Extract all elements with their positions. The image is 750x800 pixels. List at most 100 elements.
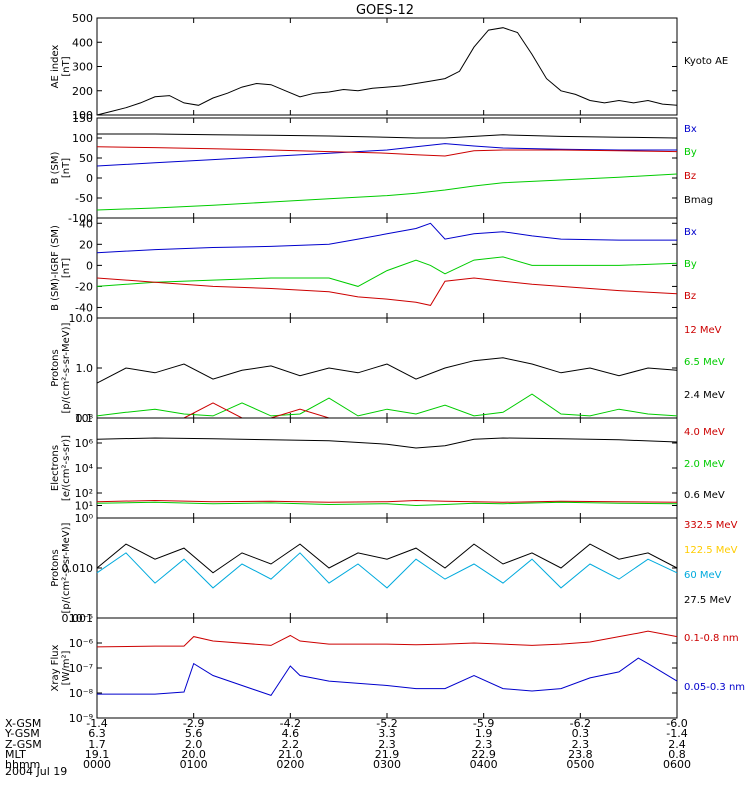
y-axis-label: [p/(cm²-s-sr-MeV)] [61, 522, 72, 613]
ytick-label: 50 [79, 152, 93, 165]
ytick-label: 0.001 [62, 612, 94, 625]
panel-7: 10⁻⁹ 10⁻⁸ 10⁻⁷ 10⁻⁶ 10⁻⁵ Xray Flux [W/m²] 0.1-0… [50, 612, 745, 725]
y-axis-label: [nT] [61, 56, 72, 76]
ytick-label: 10.0 [69, 312, 94, 325]
legend-entry: 27.5 MeV [684, 595, 731, 606]
ytick-label: 200 [72, 85, 93, 98]
panel-4: 0.1 1.0 10.0 Protons [p/(cm²-s-sr-MeV)] 12 Me… [50, 312, 725, 425]
panel-frame [96, 217, 678, 319]
series-line [96, 437, 678, 449]
ytick-label: -40 [75, 301, 93, 314]
ytick-label: 0.1 [76, 412, 94, 425]
ytick-label: 150 [72, 112, 93, 125]
ephemeris-table: X-GSM -1.4 -2.9 -4.2 -5.2 -5.9 -6.2 -6.0 Y-GSM 6.… [4, 717, 691, 771]
panel-frame [96, 617, 678, 719]
ytick-label: 10⁻⁸ [69, 687, 94, 700]
series-line [96, 501, 678, 507]
series-line [96, 256, 678, 287]
ephemeris-value: -1.4 [86, 717, 107, 730]
series-line [96, 173, 678, 211]
series-line [96, 146, 678, 157]
legend-entry: Bz [684, 291, 696, 302]
y-axis-label: [nT] [61, 258, 72, 278]
figure-title: GOES-12 [356, 3, 414, 18]
ephemeris-value: -1.4 [666, 727, 687, 740]
ephemeris-value: -4.2 [280, 717, 301, 730]
ephemeris-value: 0200 [276, 758, 304, 771]
date-label: 2004 Jul 19 [5, 765, 67, 778]
y-axis-label: [nT] [61, 158, 72, 178]
series-line [96, 277, 678, 306]
y-axis-label: B (SM) [50, 151, 61, 184]
ephemeris-value: -6.0 [666, 717, 687, 730]
legend-entry: 2.4 MeV [684, 390, 725, 401]
y-axis-label: [e/(cm²-s-sr)] [61, 435, 72, 501]
ytick-label: 10⁴ [75, 462, 94, 475]
ephemeris-value: 0.3 [572, 727, 590, 740]
series-line [96, 357, 678, 384]
ytick-label: 400 [72, 36, 93, 49]
y-axis-label: [p/(cm²-s-sr-MeV)] [61, 322, 72, 413]
y-axis-label: Protons [50, 349, 61, 386]
legend-entry: 0.05-0.3 nm [684, 682, 745, 693]
ytick-label: 10¹ [75, 500, 93, 513]
ephemeris-value: -5.9 [473, 717, 494, 730]
y-axis-label: AE index [50, 45, 61, 89]
y-axis-label: Protons [50, 549, 61, 586]
ephemeris-value: 4.6 [282, 727, 300, 740]
legend-entry: By [684, 259, 697, 270]
ephemeris-value: 2.3 [572, 738, 590, 751]
ephemeris-value: 0400 [470, 758, 498, 771]
ytick-label: 10⁻⁶ [69, 637, 94, 650]
ytick-label: 300 [72, 61, 93, 74]
series-line [96, 393, 678, 417]
ephemeris-value: 1.9 [475, 727, 493, 740]
panel-frame [96, 117, 678, 219]
ephemeris-value: -6.2 [570, 717, 591, 730]
ephemeris-value: 20.0 [181, 748, 206, 761]
legend-entry: 0.6 MeV [684, 490, 725, 501]
panel-1: 100 200 300 400 500 AE index [nT] Kyoto AE [50, 12, 728, 122]
legend-entry: Bz [684, 171, 696, 182]
series-line [96, 499, 678, 503]
series-line [96, 143, 677, 167]
ephemeris-value: 1.7 [88, 738, 106, 751]
series-line [97, 133, 678, 139]
ytick-label: 100 [72, 132, 93, 145]
ytick-label: -50 [75, 192, 93, 205]
ephemeris-value: 23.8 [568, 748, 593, 761]
ytick-label: 10⁻⁵ [69, 612, 93, 625]
ytick-label: 10⁻⁷ [69, 662, 93, 675]
y-axis-label: Xray Flux [50, 644, 61, 691]
y-axis-label: Electrons [50, 445, 61, 491]
ephemeris-value: 2.0 [185, 738, 203, 751]
ytick-label: 10⁻⁹ [69, 712, 93, 725]
legend-entry: 122.5 MeV [684, 545, 738, 556]
ephemeris-value: 2.3 [378, 738, 396, 751]
legend-entry: Kyoto AE [684, 56, 728, 67]
panel-3: -40 -20 0 20 40 B (SM)-IGRF (SM) [nT] Bx By Bz [50, 217, 697, 319]
ytick-label: 100 [72, 109, 93, 122]
legend-entry: 2.0 MeV [684, 459, 725, 470]
ytick-label: -100 [68, 212, 93, 225]
series-line [96, 552, 678, 589]
ephemeris-value: 2.2 [282, 738, 300, 751]
series-line [96, 27, 678, 116]
ytick-label: 10⁸ [75, 412, 94, 425]
ephemeris-row-label: Y-GSM [4, 727, 40, 740]
legend-entry: 6.5 MeV [684, 357, 725, 368]
ephemeris-value: 0600 [663, 758, 691, 771]
ytick-label: 10² [75, 487, 93, 500]
ytick-label: 0 [86, 259, 93, 272]
ytick-label: 1.0 [76, 362, 94, 375]
legend-entry: Bmag [684, 195, 713, 206]
legend-entry: 0.1-0.8 nm [684, 633, 739, 644]
panel-frame [96, 517, 678, 619]
ytick-label: 0.010 [62, 562, 94, 575]
ephemeris-value: -2.9 [183, 717, 204, 730]
